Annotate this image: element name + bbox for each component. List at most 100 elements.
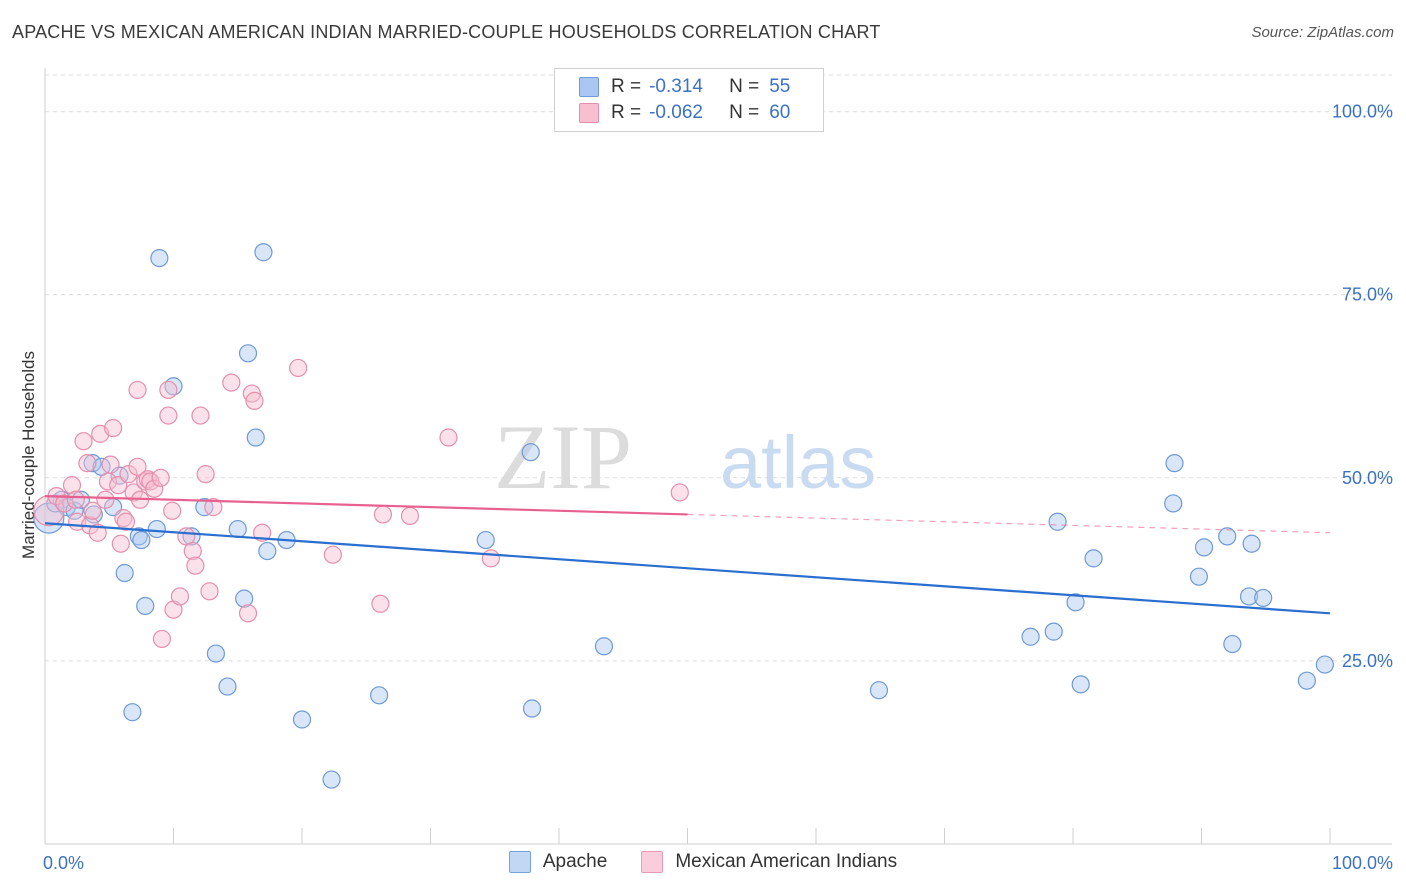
apache-legend-swatch	[508, 851, 531, 873]
mexican-point	[111, 534, 130, 553]
mexican-point	[481, 549, 500, 568]
apache-trendline	[44, 522, 1331, 615]
mexican-point	[88, 523, 107, 542]
mexican-point	[670, 483, 689, 502]
apache-point	[246, 428, 265, 447]
mexican-point	[152, 629, 172, 649]
apache-point	[238, 344, 258, 363]
mexican-point	[238, 604, 258, 623]
apache-r-value: -0.314	[649, 76, 703, 97]
apache-point	[1223, 634, 1242, 654]
apache-point	[322, 770, 341, 789]
legend-row-mexican: R = -0.062 N = 60	[579, 101, 790, 125]
apache-point	[1044, 622, 1063, 641]
apache-point	[1071, 675, 1090, 694]
legend-row-apache: R = -0.314 N = 55	[579, 75, 790, 99]
apache-point	[594, 637, 614, 656]
mexican-point	[163, 501, 182, 520]
mexican-point	[104, 418, 123, 438]
apache-point	[869, 681, 889, 700]
apache-point	[206, 644, 226, 663]
mexican-legend-label: Mexican American Indians	[675, 851, 898, 872]
mexican-point	[116, 512, 136, 531]
apache-point	[254, 243, 273, 262]
points-layer	[33, 243, 1334, 789]
y-tick-label: 75.0%	[1342, 285, 1393, 305]
mexican-point	[151, 468, 170, 487]
mexican-point	[62, 476, 82, 495]
mexican-point	[323, 545, 342, 564]
mexican-point	[373, 505, 393, 524]
mexican-point	[128, 457, 147, 476]
mexican-point	[170, 587, 190, 606]
apache-point	[1165, 454, 1184, 473]
legend-item-mexican-american-indians[interactable]: Mexican American Indians	[641, 851, 897, 873]
correlation-legend: R = -0.314 N = 55 R = -0.062 N = 60	[554, 68, 824, 132]
n-label: N =	[729, 102, 760, 123]
watermark: ZIP atlas	[494, 406, 876, 508]
mexican-point	[186, 556, 205, 575]
apache-point	[522, 699, 542, 718]
apache-point	[1239, 587, 1259, 606]
apache-point	[218, 677, 237, 696]
watermark-atlas: atlas	[720, 421, 876, 504]
apache-n-value: 55	[769, 76, 791, 97]
watermark-zip: ZIP	[494, 406, 632, 508]
apache-point	[1254, 588, 1273, 608]
apache-swatch	[579, 77, 599, 97]
apache-point	[370, 686, 389, 705]
mexican-point	[128, 380, 147, 400]
apache-point	[1242, 534, 1261, 553]
mexican-point	[101, 455, 120, 474]
apache-point	[1189, 567, 1209, 586]
apache-point	[1218, 527, 1237, 546]
apache-point	[258, 541, 277, 561]
mexican-trendline	[44, 495, 688, 516]
apache-point	[521, 443, 540, 462]
chart-title: APACHE VS MEXICAN AMERICAN INDIAN MARRIE…	[12, 22, 881, 42]
grid-layer	[45, 74, 1392, 662]
apache-point	[83, 454, 102, 473]
apache-point	[1021, 627, 1040, 646]
apache-point	[228, 519, 247, 539]
x-tick-label-min: 0.0%	[43, 853, 84, 873]
apache-point	[1315, 655, 1334, 674]
tick-labels: 25.0% 50.0% 75.0% 100.0% 0.0% 100.0%	[43, 102, 1393, 873]
mexican-point	[439, 428, 458, 447]
mexican-point	[145, 479, 164, 498]
mexican-point	[253, 523, 272, 542]
apache-point	[1048, 512, 1067, 531]
mexican-legend-swatch	[641, 851, 664, 873]
mexican-point	[242, 384, 261, 403]
apache-point	[1164, 494, 1183, 513]
mexican-point	[204, 498, 223, 517]
mexican-point	[200, 582, 219, 601]
y-tick-label: 25.0%	[1342, 651, 1393, 671]
apache-point	[1297, 671, 1316, 690]
apache-point	[476, 530, 495, 550]
mexican-point	[78, 454, 97, 473]
apache-point	[132, 530, 151, 550]
apache-point	[1066, 593, 1085, 612]
trend-layer	[44, 495, 1331, 615]
apache-point	[136, 596, 155, 616]
axes	[44, 68, 1392, 845]
mexican-n-value: 60	[769, 102, 791, 123]
x-tick-label-max: 100.0%	[1332, 853, 1393, 873]
y-tick-label: 50.0%	[1342, 468, 1393, 488]
n-label: N =	[729, 76, 760, 97]
mexican-point	[245, 391, 264, 411]
mexican-point	[83, 501, 102, 520]
r-label: R =	[611, 76, 642, 97]
mexican-point	[196, 465, 215, 484]
mexican-point	[96, 490, 115, 509]
legend-item-apache[interactable]: Apache	[508, 851, 607, 873]
mexican-point	[159, 406, 178, 425]
r-label: R =	[611, 102, 642, 123]
apache-point	[1194, 538, 1214, 557]
series-legend: Apache Mexican American Indians	[0, 851, 1406, 873]
apache-point	[150, 248, 169, 268]
y-tick-label: 100.0%	[1332, 102, 1393, 122]
apache-point	[33, 502, 65, 534]
